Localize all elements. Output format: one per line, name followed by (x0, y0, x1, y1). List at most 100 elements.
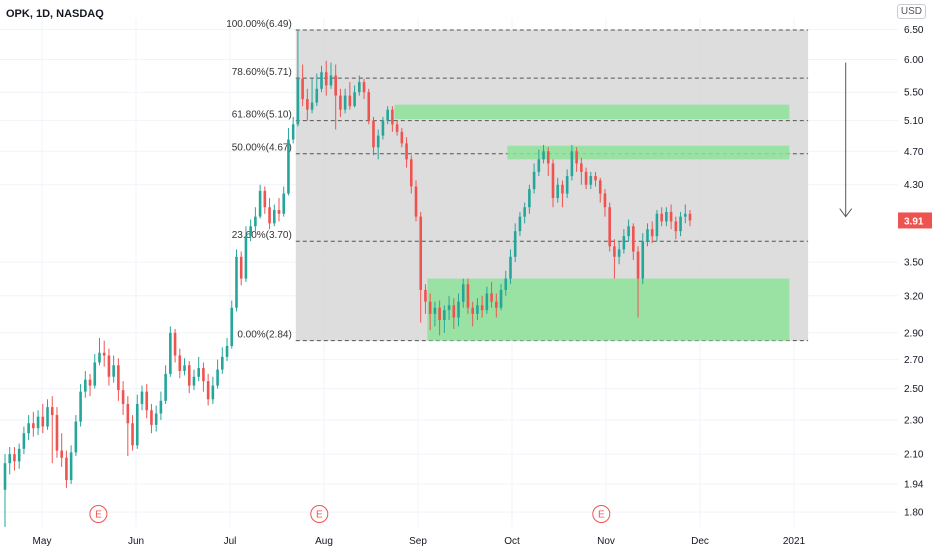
candle-body-27 (131, 423, 134, 446)
candle-122 (580, 157, 583, 185)
candle-body-104 (495, 301, 498, 308)
candle-111 (528, 184, 531, 214)
candle-body-65 (310, 102, 314, 110)
candle-64 (306, 88, 309, 121)
candle-body-9 (46, 407, 49, 427)
candle-30 (145, 384, 149, 419)
candle-body-98 (466, 284, 470, 308)
candle-80 (381, 116, 385, 140)
candle-72 (343, 88, 347, 114)
candle-body-109 (518, 216, 522, 232)
candle-body-92 (438, 307, 441, 321)
candle-145 (688, 210, 692, 227)
candle-body-119 (565, 176, 569, 194)
candle-88 (419, 211, 423, 323)
candle-body-8 (41, 416, 45, 427)
y-tick-4: 4.70 (904, 147, 924, 158)
candle-body-52 (249, 226, 252, 237)
candle-17 (84, 370, 87, 398)
candle-81 (386, 106, 389, 125)
candle-97 (461, 278, 465, 308)
candle-body-144 (683, 213, 687, 217)
candle-5 (27, 415, 30, 441)
y-tick-8: 2.90 (904, 328, 924, 339)
x-tick-3: Aug (315, 536, 333, 547)
fib-label-3: 50.00%(4.67) (232, 143, 292, 154)
candle-46 (221, 347, 224, 374)
candle-body-81 (386, 109, 389, 121)
candle-103 (490, 281, 493, 308)
candle-11 (55, 407, 59, 458)
candle-body-89 (424, 289, 427, 302)
candle-3 (17, 443, 21, 469)
candle-body-73 (348, 95, 352, 107)
candle-body-44 (211, 385, 215, 400)
candle-body-100 (476, 305, 479, 314)
candle-body-32 (154, 413, 158, 425)
candle-body-72 (343, 95, 347, 110)
candle-body-126 (598, 180, 602, 194)
candle-39 (187, 361, 191, 394)
candle-body-139 (660, 213, 663, 222)
candle-body-123 (584, 171, 588, 185)
candle-6 (32, 411, 35, 437)
candle-body-14 (69, 452, 73, 481)
candle-body-117 (556, 184, 560, 199)
candle-14 (69, 445, 73, 484)
candle-23 (112, 355, 115, 383)
candle-body-63 (301, 78, 304, 100)
candle-143 (679, 211, 682, 237)
candle-15 (74, 415, 78, 456)
candle-body-36 (173, 332, 177, 356)
candle-140 (665, 207, 668, 227)
candle-141 (669, 204, 673, 230)
candle-body-55 (263, 190, 267, 208)
candle-body-48 (230, 307, 234, 346)
candles (3, 29, 692, 527)
candle-4 (22, 426, 26, 455)
candle-84 (400, 128, 404, 148)
candle-28 (135, 394, 139, 449)
candle-body-138 (655, 213, 659, 237)
candle-113 (537, 149, 541, 177)
y-tick-13: 1.94 (904, 479, 924, 490)
candle-body-120 (570, 151, 574, 177)
candle-71 (339, 88, 342, 117)
candle-129 (613, 239, 616, 279)
candle-87 (414, 180, 418, 222)
candle-body-41 (197, 368, 200, 377)
x-tick-5: Oct (504, 536, 520, 547)
candle-body-77 (367, 92, 371, 121)
candle-83 (395, 120, 399, 136)
candle-55 (263, 186, 267, 214)
candle-7 (36, 410, 40, 435)
candle-body-3 (17, 448, 21, 462)
candle-body-0 (3, 463, 7, 490)
x-tick-2: Jul (224, 536, 237, 547)
projection-arrow[interactable] (839, 62, 853, 218)
currency-button[interactable]: USD (896, 4, 926, 19)
candle-120 (570, 144, 574, 181)
earnings-circle-0 (89, 505, 108, 523)
candle-body-101 (480, 305, 484, 311)
candle-82 (391, 106, 394, 132)
green-zone-1 (394, 104, 790, 120)
candle-body-26 (126, 403, 130, 424)
candle-body-28 (135, 403, 139, 446)
candle-67 (320, 65, 323, 93)
candle-86 (409, 155, 413, 194)
candle-32 (154, 405, 158, 432)
candle-44 (211, 376, 215, 404)
candle-body-113 (537, 159, 541, 172)
candle-body-57 (272, 210, 276, 224)
candle-body-85 (405, 143, 408, 160)
candle-body-62 (296, 78, 300, 125)
candle-body-31 (150, 410, 153, 425)
candle-body-46 (221, 356, 224, 370)
earnings-label-2: E (598, 510, 605, 521)
candle-54 (258, 184, 262, 219)
candle-35 (169, 326, 172, 377)
candle-body-121 (575, 151, 578, 164)
candle-51 (244, 226, 248, 282)
